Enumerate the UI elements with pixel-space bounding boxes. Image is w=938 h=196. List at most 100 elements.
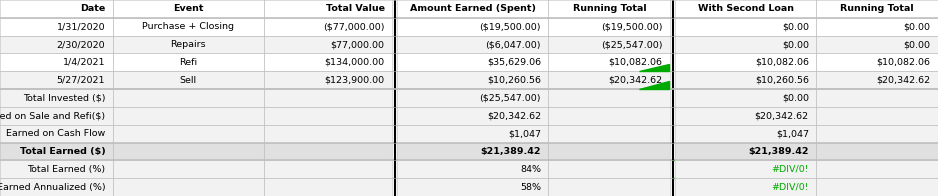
Bar (549, 36, 670, 54)
Bar (113, 18, 264, 36)
Text: $1,047: $1,047 (776, 129, 809, 138)
Text: ($77,000.00): ($77,000.00) (323, 22, 385, 31)
Bar (549, 18, 670, 36)
Bar (816, 89, 938, 107)
Bar (549, 71, 670, 89)
Text: Event: Event (174, 4, 204, 13)
Text: $0.00: $0.00 (781, 22, 809, 31)
Bar (392, 18, 397, 36)
Bar (392, 36, 397, 54)
Bar (816, 160, 938, 178)
Bar (670, 71, 675, 89)
Text: $0.00: $0.00 (781, 93, 809, 103)
Bar (816, 36, 938, 54)
Text: Total Earned Annualized (%): Total Earned Annualized (%) (0, 183, 105, 192)
Bar (670, 125, 675, 142)
Bar (675, 54, 816, 71)
Bar (264, 178, 392, 196)
Bar (816, 0, 938, 18)
Bar (816, 54, 938, 71)
Bar (264, 107, 392, 125)
Bar (816, 178, 938, 196)
Polygon shape (640, 64, 669, 71)
Text: Total Invested ($): Total Invested ($) (23, 93, 105, 103)
Bar (0, 125, 113, 142)
Bar (113, 178, 264, 196)
Bar (113, 107, 264, 125)
Bar (675, 71, 816, 89)
Bar (392, 142, 397, 160)
Text: $0.00: $0.00 (781, 40, 809, 49)
Bar (397, 18, 549, 36)
Bar (816, 107, 938, 125)
Bar (264, 54, 392, 71)
Bar (816, 142, 938, 160)
Bar (549, 107, 670, 125)
Bar (549, 142, 670, 160)
Text: 1/31/2020: 1/31/2020 (56, 22, 105, 31)
Text: ($25,547.00): ($25,547.00) (601, 40, 662, 49)
Bar (113, 54, 264, 71)
Bar (549, 125, 670, 142)
Bar (0, 36, 113, 54)
Bar (397, 36, 549, 54)
Bar (264, 18, 392, 36)
Bar (0, 0, 113, 18)
Text: $20,342.62: $20,342.62 (755, 111, 809, 120)
Bar (670, 160, 675, 178)
Bar (675, 107, 816, 125)
Bar (113, 142, 264, 160)
Text: $20,342.62: $20,342.62 (609, 76, 662, 85)
Bar (113, 125, 264, 142)
Bar (670, 107, 675, 125)
Bar (549, 89, 670, 107)
Bar (675, 0, 816, 18)
Text: 5/27/2021: 5/27/2021 (57, 76, 105, 85)
Bar (113, 160, 264, 178)
Bar (397, 54, 549, 71)
Bar (0, 178, 113, 196)
Bar (397, 89, 549, 107)
Bar (113, 36, 264, 54)
Bar (670, 142, 675, 160)
Text: Total Earned (%): Total Earned (%) (27, 165, 105, 174)
Bar (264, 125, 392, 142)
Bar (675, 89, 816, 107)
Text: $1,047: $1,047 (508, 129, 541, 138)
Bar (264, 142, 392, 160)
Text: ($25,547.00): ($25,547.00) (479, 93, 541, 103)
Text: Running Total: Running Total (840, 4, 914, 13)
Bar (0, 18, 113, 36)
Bar (392, 54, 397, 71)
Text: Total Earned ($): Total Earned ($) (20, 147, 105, 156)
Bar (816, 125, 938, 142)
Bar (675, 18, 816, 36)
Bar (392, 125, 397, 142)
Bar (397, 125, 549, 142)
Text: $21,389.42: $21,389.42 (480, 147, 541, 156)
Bar (670, 89, 675, 107)
Bar (0, 71, 113, 89)
Text: Earned on Cash Flow: Earned on Cash Flow (6, 129, 105, 138)
Text: 2/30/2020: 2/30/2020 (56, 40, 105, 49)
Bar (397, 160, 549, 178)
Bar (264, 0, 392, 18)
Text: #DIV/0!: #DIV/0! (771, 165, 809, 174)
Text: 1/4/2021: 1/4/2021 (63, 58, 105, 67)
Text: $10,082.06: $10,082.06 (609, 58, 662, 67)
Bar (397, 0, 549, 18)
Text: 84%: 84% (520, 165, 541, 174)
Bar (397, 178, 549, 196)
Bar (0, 107, 113, 125)
Bar (397, 71, 549, 89)
Text: $134,000.00: $134,000.00 (325, 58, 385, 67)
Text: $20,342.62: $20,342.62 (876, 76, 930, 85)
Bar (113, 71, 264, 89)
Bar (0, 142, 113, 160)
Text: $10,260.56: $10,260.56 (755, 76, 809, 85)
Bar (264, 71, 392, 89)
Text: ($19,500.00): ($19,500.00) (601, 22, 662, 31)
Text: Running Total: Running Total (572, 4, 646, 13)
Text: $21,389.42: $21,389.42 (749, 147, 809, 156)
Bar (0, 89, 113, 107)
